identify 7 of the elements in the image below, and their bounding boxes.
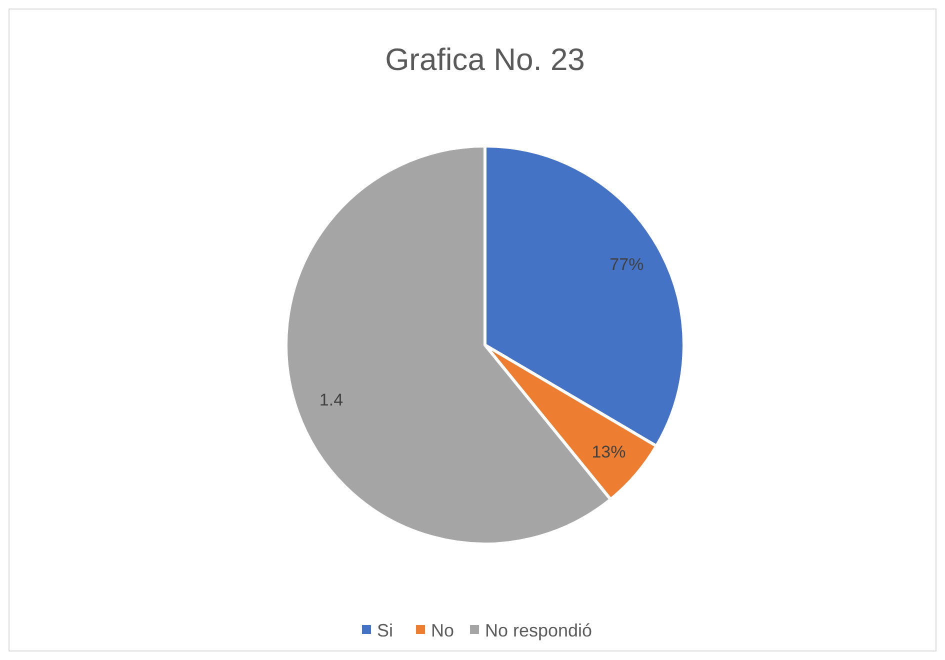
data-label: 77% [610, 255, 644, 274]
chart-title: Grafica No. 23 [385, 42, 585, 77]
data-label: 1.4 [319, 390, 344, 410]
legend-label: No [431, 620, 454, 640]
legend-label: No respondió [485, 620, 592, 640]
legend-label: Si [377, 620, 394, 640]
data-label: 13% [592, 442, 626, 462]
